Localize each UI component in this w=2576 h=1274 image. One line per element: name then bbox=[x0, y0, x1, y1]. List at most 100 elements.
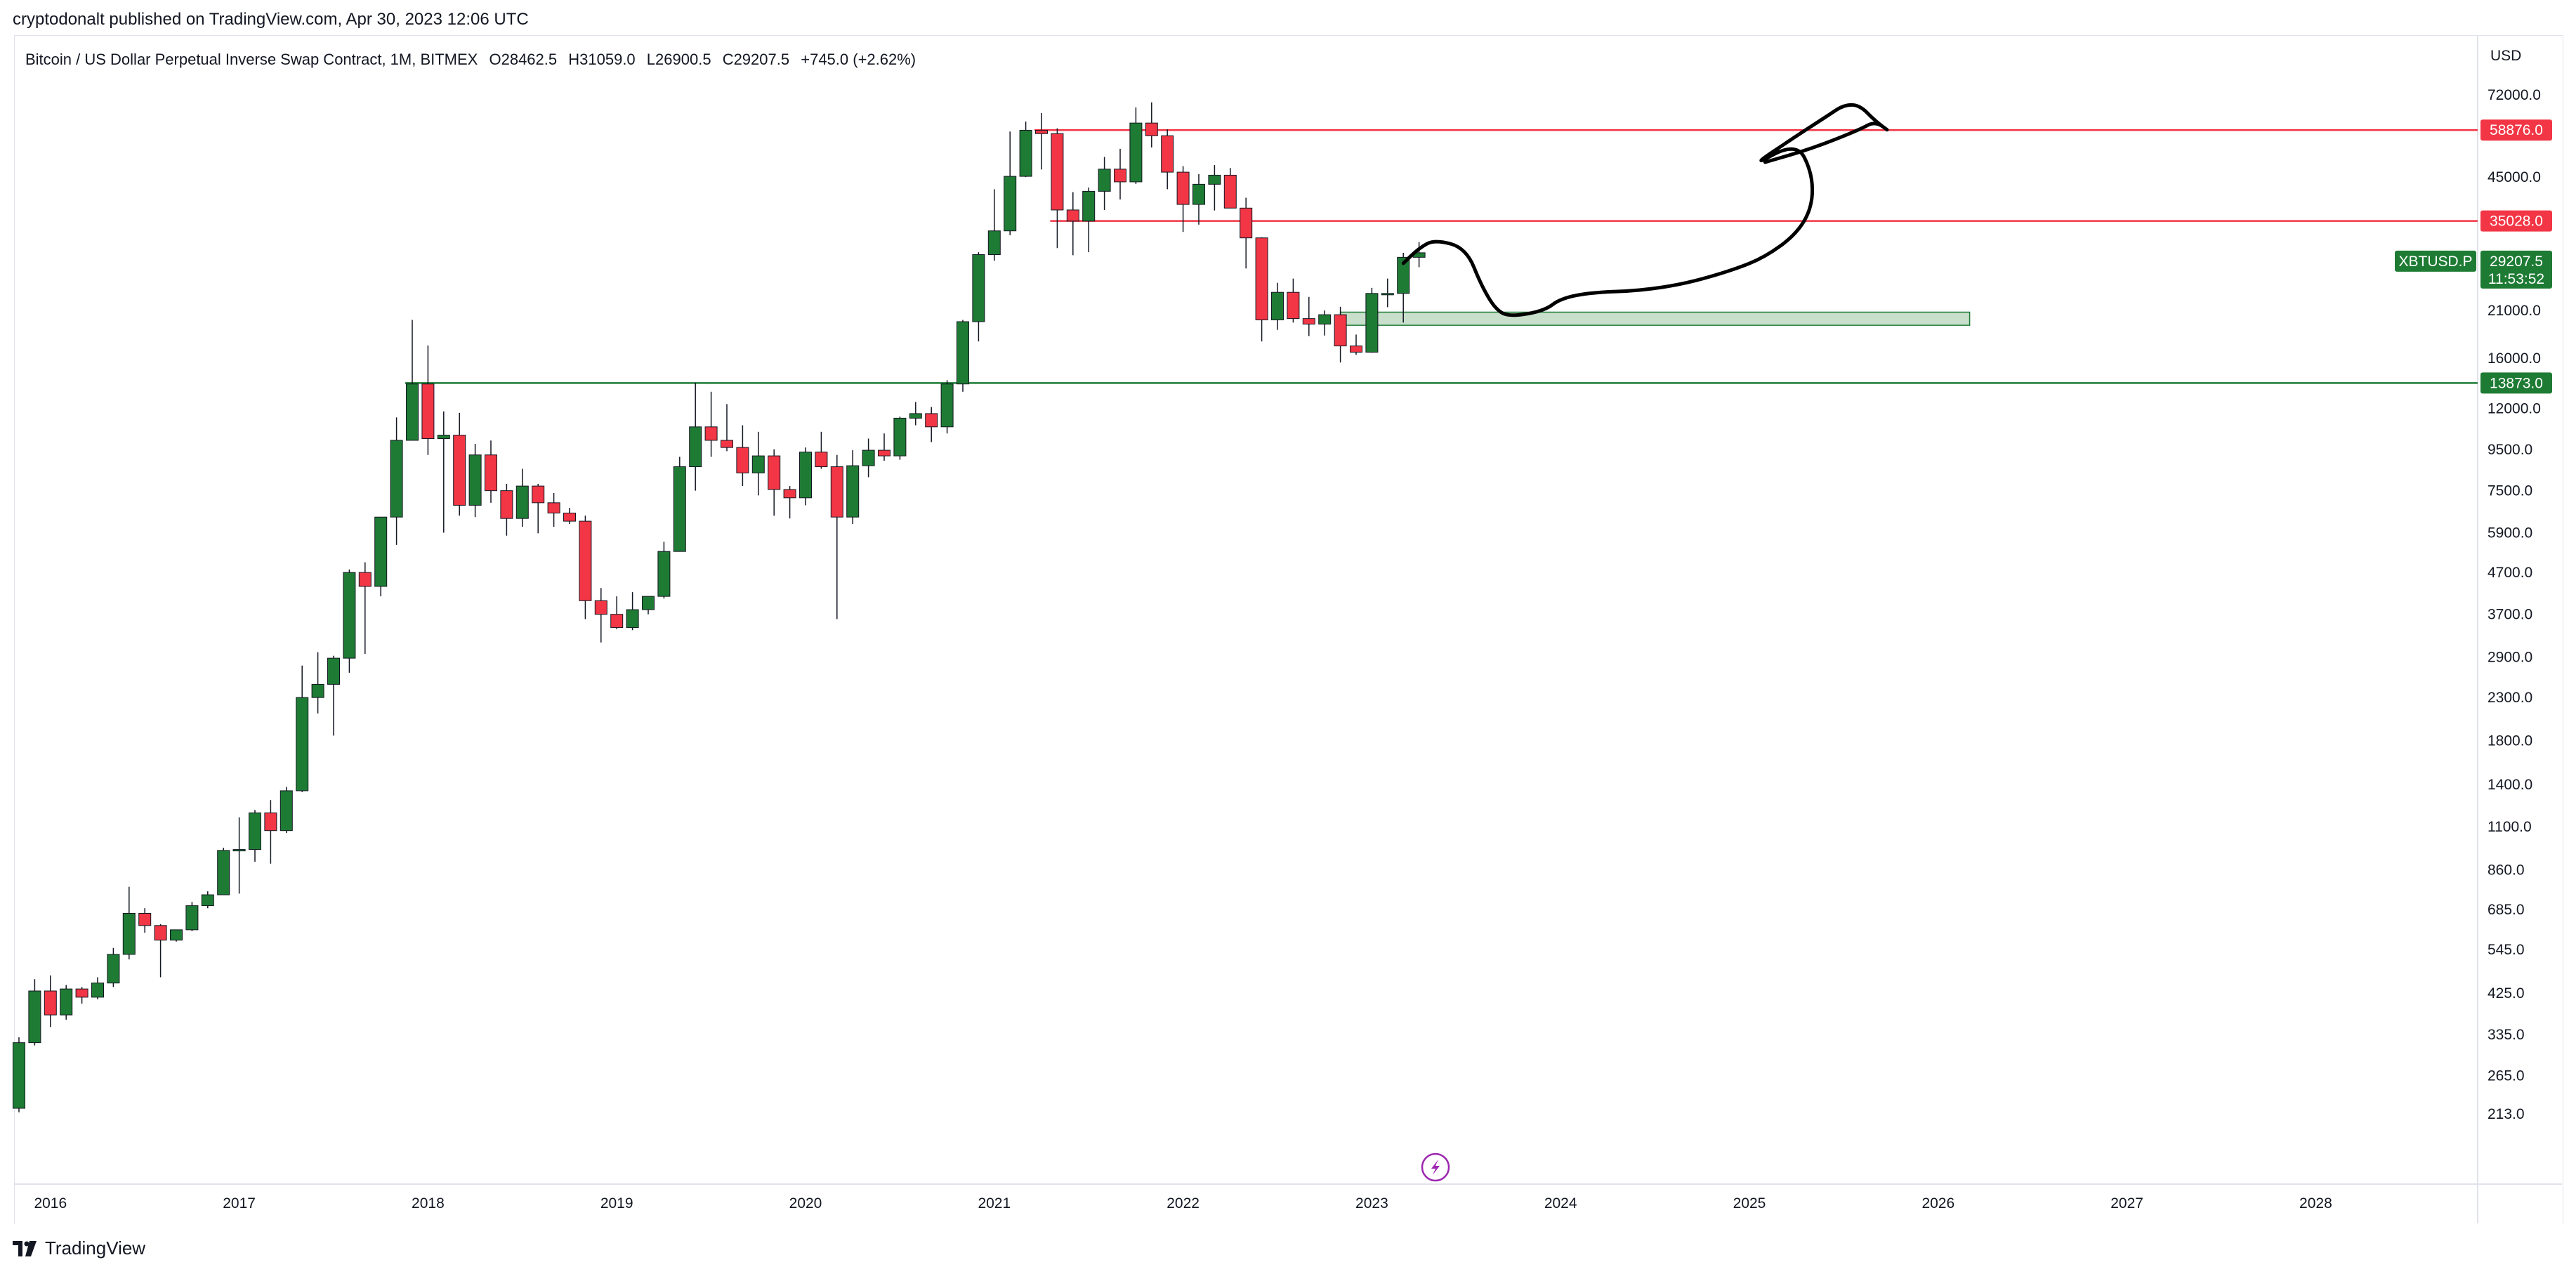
candle-body bbox=[358, 572, 372, 587]
candle-body bbox=[1381, 293, 1394, 296]
candle-up bbox=[1129, 107, 1143, 184]
y-tick-label: 3700.0 bbox=[2488, 607, 2532, 623]
candle-body bbox=[846, 465, 860, 518]
y-tick-label: 265.0 bbox=[2488, 1068, 2525, 1084]
candle-down bbox=[704, 391, 718, 457]
candle-body bbox=[1318, 314, 1332, 324]
candle-body bbox=[91, 983, 104, 998]
candle-body bbox=[453, 435, 466, 506]
candle-up bbox=[122, 886, 136, 960]
candle-down bbox=[1287, 278, 1300, 323]
y-tick-label: 9500.0 bbox=[2488, 442, 2532, 458]
candle-down bbox=[878, 433, 891, 461]
candle-body bbox=[972, 254, 985, 322]
symbol-tag-bg bbox=[2395, 250, 2476, 272]
candle-up bbox=[1019, 122, 1032, 178]
ohlc-high: H31059.0 bbox=[568, 51, 636, 68]
tradingview-logo[interactable]: TradingView bbox=[13, 1237, 145, 1259]
candle-body bbox=[610, 614, 624, 629]
candle-up bbox=[515, 468, 529, 527]
candle-body bbox=[1051, 133, 1064, 211]
price-tag-resistance-low: 35028.0 bbox=[2490, 214, 2543, 230]
candle-body bbox=[657, 551, 671, 597]
y-tick-label: 5900.0 bbox=[2488, 525, 2532, 541]
candle-body bbox=[815, 452, 828, 468]
candle-up bbox=[280, 787, 293, 834]
candle-body bbox=[878, 449, 891, 457]
support-zone-box bbox=[1339, 311, 1971, 326]
candle-body bbox=[406, 383, 419, 441]
candle-body bbox=[232, 849, 246, 852]
y-tick-label: 685.0 bbox=[2488, 902, 2525, 918]
candle-down bbox=[1114, 148, 1126, 200]
candle-up bbox=[374, 516, 388, 597]
candle-body bbox=[343, 572, 356, 659]
candle-body bbox=[721, 440, 733, 448]
candle-up bbox=[1208, 165, 1221, 211]
y-tick-label: 860.0 bbox=[2488, 862, 2525, 878]
candle-body bbox=[579, 520, 592, 601]
x-tick-label: 2027 bbox=[2110, 1195, 2143, 1211]
candle-down bbox=[1334, 306, 1347, 363]
candle-body bbox=[925, 413, 938, 428]
candle-down bbox=[1240, 197, 1253, 269]
candle-down bbox=[1161, 129, 1174, 190]
y-tick-label: 545.0 bbox=[2488, 942, 2525, 958]
candle-body bbox=[673, 466, 686, 552]
x-tick-label: 2024 bbox=[1544, 1195, 1577, 1211]
candle-body bbox=[532, 485, 545, 504]
candle-body bbox=[1192, 183, 1205, 205]
candle-down bbox=[563, 508, 576, 525]
y-tick-label: 1800.0 bbox=[2488, 733, 2532, 749]
candle-down bbox=[358, 562, 372, 655]
candle-down bbox=[421, 345, 435, 455]
candle-up bbox=[390, 417, 403, 545]
candle-up bbox=[893, 416, 907, 460]
candle-body bbox=[280, 790, 293, 832]
candle-up bbox=[60, 985, 73, 1020]
candle-body bbox=[13, 1042, 25, 1109]
candle-body bbox=[1397, 256, 1410, 294]
candle-body bbox=[154, 925, 167, 941]
candle-up bbox=[249, 810, 261, 862]
candle-down bbox=[783, 486, 796, 519]
candle-body bbox=[44, 990, 57, 1016]
chart-frame[interactable] bbox=[14, 35, 2563, 1224]
candle-body bbox=[311, 683, 324, 698]
tradingview-logo-icon bbox=[13, 1240, 37, 1256]
candle-body bbox=[500, 490, 513, 519]
symbol-legend: Bitcoin / US Dollar Perpetual Inverse Sw… bbox=[25, 51, 923, 69]
candle-body bbox=[374, 516, 388, 587]
lightning-icon[interactable] bbox=[1421, 1152, 1450, 1182]
candle-down bbox=[579, 515, 592, 619]
candle-body bbox=[799, 452, 812, 499]
symbol-name[interactable]: Bitcoin / US Dollar Perpetual Inverse Sw… bbox=[25, 51, 478, 68]
candle-down bbox=[1223, 168, 1237, 209]
candle-up bbox=[296, 665, 309, 792]
candle-body bbox=[170, 929, 183, 941]
candle-down bbox=[1255, 237, 1268, 342]
candle-body bbox=[751, 455, 765, 473]
price-tag-resistance-high: 58876.0 bbox=[2490, 122, 2543, 138]
candle-up bbox=[846, 450, 860, 525]
candle-up bbox=[1082, 188, 1096, 253]
candle-body bbox=[1035, 130, 1048, 134]
candle-body bbox=[909, 413, 922, 419]
candle-down bbox=[721, 404, 733, 452]
candle-down bbox=[485, 440, 497, 503]
x-tick-label: 2028 bbox=[2299, 1195, 2332, 1211]
horizontal-levels bbox=[405, 129, 2478, 384]
candle-body bbox=[327, 657, 340, 685]
y-tick-label: 2300.0 bbox=[2488, 690, 2532, 706]
candle-up bbox=[657, 541, 671, 599]
candle-up bbox=[201, 891, 214, 909]
candle-body bbox=[736, 447, 749, 473]
candle-body bbox=[1350, 346, 1362, 353]
y-tick-label: 4700.0 bbox=[2488, 565, 2532, 581]
candle-down bbox=[264, 800, 277, 864]
candle-down bbox=[594, 588, 607, 643]
price-tag-current-bg bbox=[2480, 250, 2552, 289]
x-tick-label: 2023 bbox=[1355, 1195, 1388, 1211]
candle-down bbox=[1035, 112, 1048, 170]
